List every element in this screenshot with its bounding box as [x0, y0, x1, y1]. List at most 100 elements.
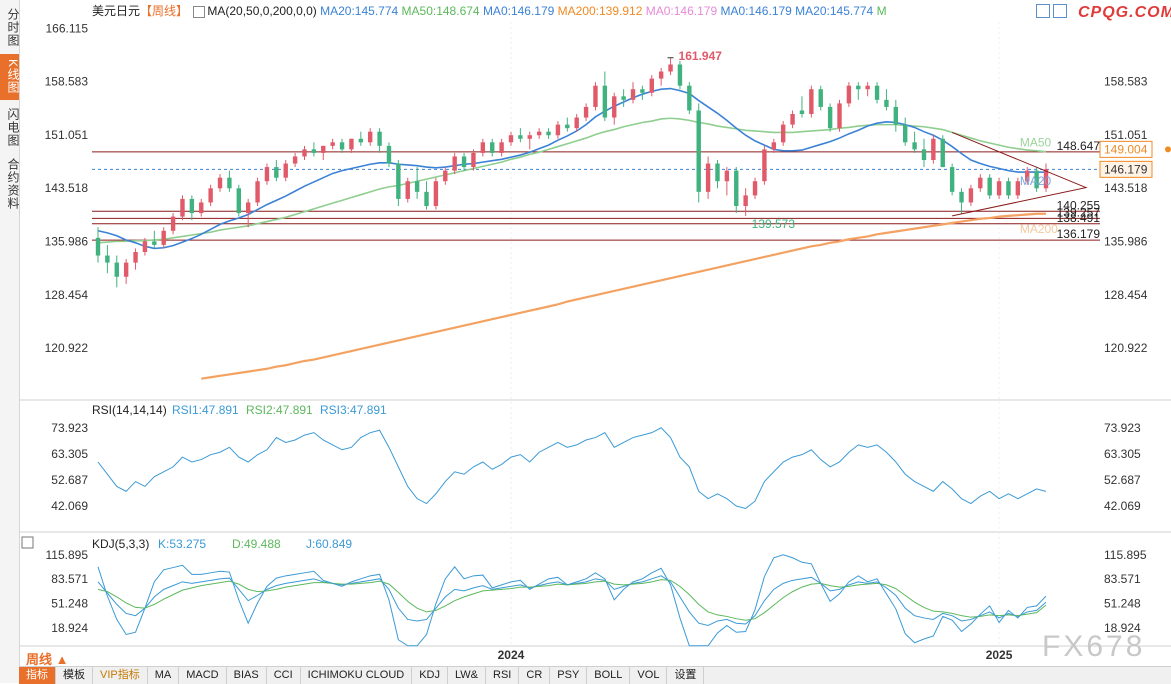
candle-body	[236, 188, 241, 214]
candle-body	[856, 85, 861, 90]
candle-body	[123, 262, 129, 277]
kdj-legend-2: J:60.849	[306, 537, 352, 551]
candle-body	[884, 99, 889, 107]
tab-contract-info[interactable]: 合约资料	[6, 158, 20, 210]
price-tag-label: 146.179	[1104, 162, 1148, 176]
fx678-watermark: FX678	[1042, 630, 1146, 663]
toolbar-item-9[interactable]: LW&	[448, 667, 487, 684]
rsi-legend-0: RSI1:47.891	[172, 403, 239, 417]
candle-body	[799, 110, 805, 114]
price-tag-dot	[1165, 146, 1171, 153]
toolbar-item-2[interactable]: VIP指标	[93, 667, 148, 684]
rsi-legend-1: RSI2:47.891	[246, 403, 313, 417]
period-title: 【周线】	[140, 4, 189, 18]
candle-body	[593, 85, 598, 107]
price-right-tick: 135.986	[1104, 234, 1148, 248]
tab-flash[interactable]: 闪电图	[6, 107, 20, 147]
candle-body	[227, 177, 232, 189]
grid-icon[interactable]	[1053, 4, 1067, 18]
chart-canvas[interactable]: 166.115 158.583 151.051 143.518 135.986 128.4…	[0, 0, 1171, 666]
header-value-7: M	[876, 4, 887, 18]
maximize-icon[interactable]	[1036, 4, 1050, 18]
price-y-tick: 120.922	[45, 341, 89, 355]
period-selector[interactable]: 周线 ▲	[26, 652, 69, 667]
header-value-4: MA0:146.179	[645, 4, 721, 18]
toolbar-item-15[interactable]: 设置	[667, 667, 705, 684]
candle-body	[518, 135, 523, 139]
candle-body	[292, 156, 298, 164]
kdj-legend-0: K:53.275	[158, 537, 206, 551]
indicator-settings-icon[interactable]	[193, 5, 206, 18]
kdj-title: KDJ(5,3,3)	[92, 537, 149, 551]
price-y-tick: 166.115	[46, 21, 89, 35]
candle-body	[762, 149, 767, 182]
toolbar-item-6[interactable]: CCI	[267, 667, 301, 684]
price-y-tick: 128.454	[45, 288, 89, 302]
toolbar-item-3[interactable]: MA	[148, 667, 180, 684]
header-value-0: MA20:145.774	[320, 4, 402, 18]
kdj-y-tick: 51.248	[51, 596, 88, 610]
toolbar-item-14[interactable]: VOL	[630, 667, 668, 684]
price-right-tick: 151.051	[1104, 128, 1148, 142]
candle-body	[152, 241, 157, 245]
candle-body	[508, 135, 514, 143]
candle-body	[321, 145, 326, 153]
price-tag	[1099, 140, 1153, 158]
candle-body	[978, 177, 983, 189]
candle-body	[302, 149, 307, 157]
ma20-annotation: MA20	[1020, 174, 1052, 188]
candle-body	[780, 124, 786, 143]
candle-body	[245, 202, 251, 214]
candle-body	[809, 89, 814, 114]
candle-body	[405, 181, 410, 199]
tab-kline[interactable]: K线图	[0, 54, 20, 100]
candle-body	[743, 195, 748, 206]
toolbar-item-11[interactable]: CR	[519, 667, 551, 684]
symbol-title: 美元日元	[92, 4, 141, 18]
kdj-y-tick: 115.895	[46, 548, 89, 562]
candle-body	[583, 106, 589, 118]
candle-body	[705, 163, 711, 192]
candle-body	[433, 181, 439, 206]
window-icons	[1036, 4, 1067, 21]
candle-body	[199, 202, 204, 214]
toolbar-item-1[interactable]: 模板	[56, 667, 93, 684]
candle-body	[499, 142, 504, 153]
candle-body	[940, 138, 945, 168]
ma50-annotation: MA50	[1020, 136, 1052, 150]
ma50-line	[97, 117, 1047, 244]
candle-body	[1043, 169, 1049, 189]
ma200-line	[201, 212, 1047, 380]
toolbar-item-5[interactable]: BIAS	[227, 667, 267, 684]
toolbar-item-13[interactable]: BOLL	[587, 667, 631, 684]
toolbar-item-12[interactable]: PSY	[550, 667, 588, 684]
toolbar-item-8[interactable]: KDJ	[412, 667, 448, 684]
header-value-6: MA20:145.774	[795, 4, 877, 18]
toolbar-item-10[interactable]: RSI	[486, 667, 520, 684]
price-right-tick: 143.518	[1104, 181, 1148, 195]
candle-body	[133, 252, 138, 263]
kdj-y-tick: 83.571	[51, 572, 88, 586]
candle-body	[105, 255, 110, 263]
candle-body	[959, 191, 964, 203]
candle-body	[330, 142, 335, 146]
kdj-settings-icon[interactable]	[21, 536, 34, 549]
x-tick-label: 2025	[986, 648, 1013, 662]
candle-body	[95, 237, 101, 256]
toolbar-item-4[interactable]: MACD	[179, 667, 227, 684]
toolbar-item-0[interactable]: 指标	[19, 667, 56, 684]
kdj-y-tick: 18.924	[51, 621, 88, 635]
candle-body	[161, 230, 166, 245]
candle-body	[180, 198, 185, 217]
candle-body	[1015, 181, 1021, 196]
candle-body	[874, 85, 880, 100]
kdj-right-tick: 115.895	[1104, 548, 1147, 562]
tab-timeshare[interactable]: 分时图	[6, 7, 20, 47]
x-tick-label: 2024	[498, 648, 525, 662]
candle-body	[602, 85, 608, 118]
level-label: 136.179	[1057, 227, 1101, 241]
candle-body	[490, 142, 495, 153]
candle-body	[217, 177, 223, 189]
toolbar-item-7[interactable]: ICHIMOKU CLOUD	[301, 667, 413, 684]
candle-body	[189, 198, 195, 214]
